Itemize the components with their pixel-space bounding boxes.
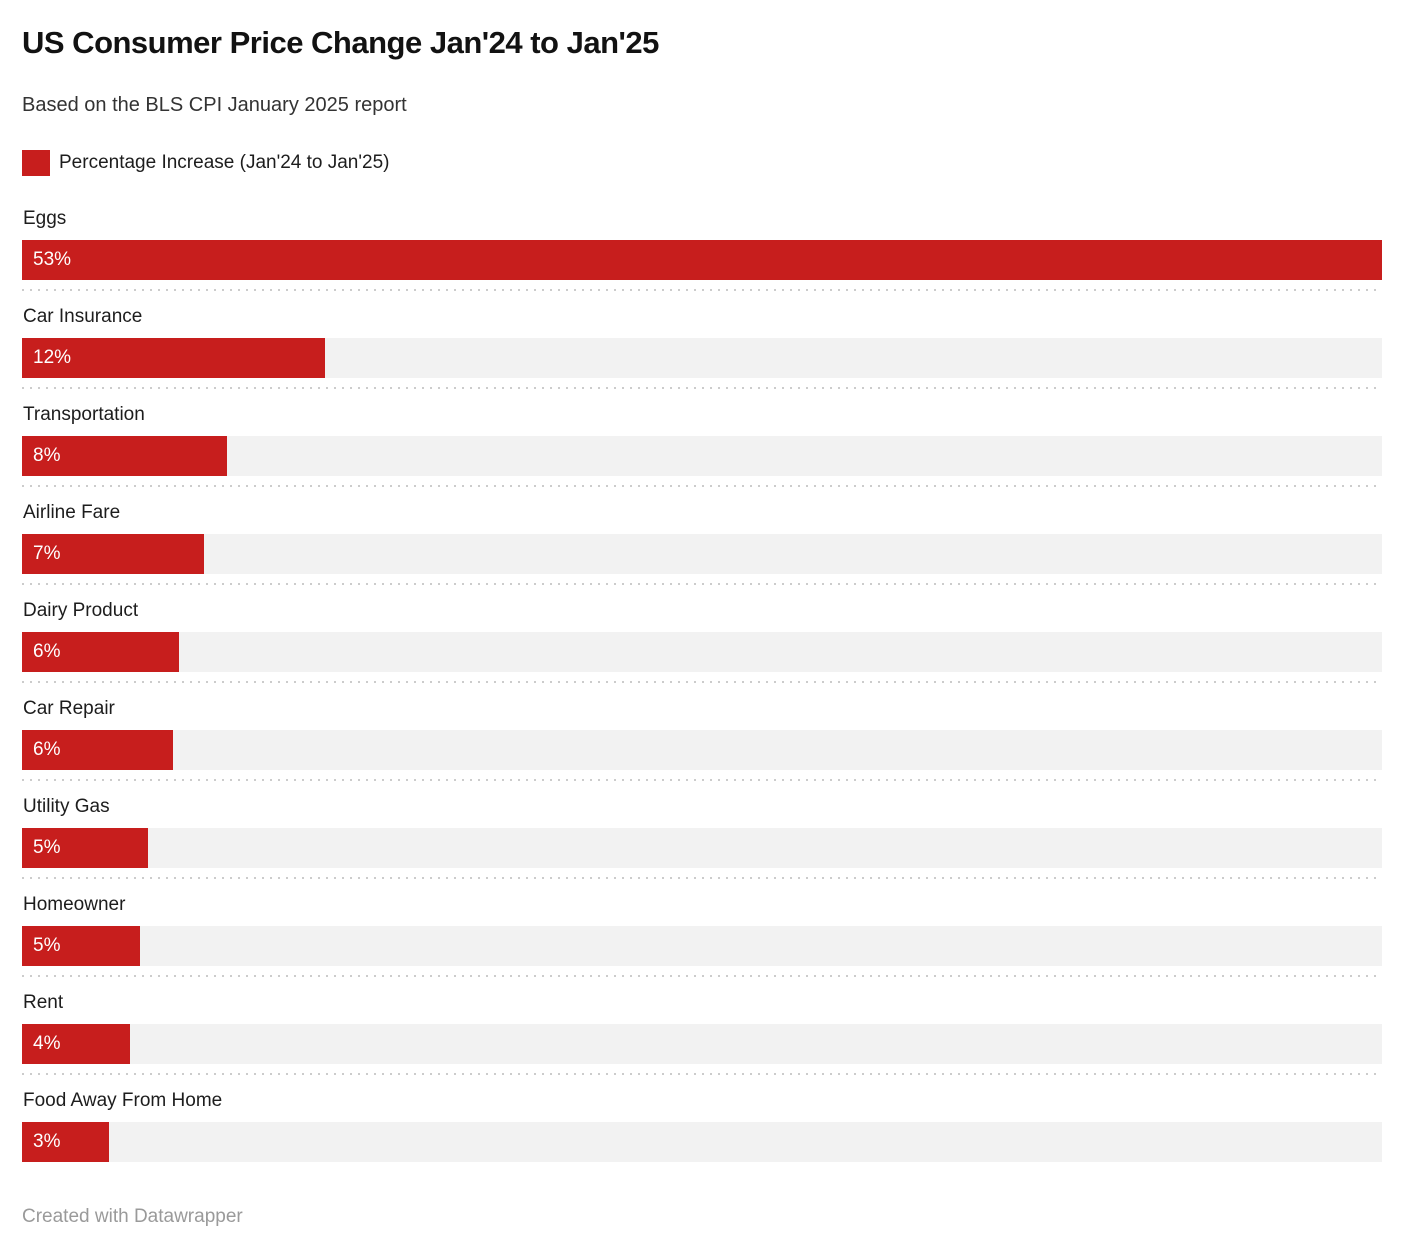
chart-row: Rent 4% <box>22 991 1382 1075</box>
bar-track: 6% <box>22 632 1382 672</box>
row-separator <box>22 1073 1382 1075</box>
bar: 4% <box>22 1024 130 1064</box>
bar: 6% <box>22 632 179 672</box>
bar-track: 4% <box>22 1024 1382 1064</box>
bar: 6% <box>22 730 174 770</box>
bar-value-label: 53% <box>33 249 72 270</box>
bar: 5% <box>22 828 148 868</box>
chart-row: Transportation 8% <box>22 403 1382 487</box>
row-separator <box>22 289 1382 291</box>
chart-row: Food Away From Home 3% <box>22 1089 1382 1162</box>
bar-track: 12% <box>22 338 1382 378</box>
bar: 12% <box>22 338 325 378</box>
category-label: Dairy Product <box>23 600 139 621</box>
bar-track: 8% <box>22 436 1382 476</box>
category-label: Car Insurance <box>23 306 143 327</box>
category-label: Rent <box>23 992 64 1013</box>
row-separator <box>22 485 1382 487</box>
bar: 5% <box>22 926 141 966</box>
bar-value-label: 5% <box>33 935 61 956</box>
row-separator <box>22 975 1382 977</box>
row-separator <box>22 387 1382 389</box>
category-label: Eggs <box>23 208 67 229</box>
category-label: Transportation <box>23 404 145 425</box>
bar-value-label: 6% <box>33 641 61 662</box>
bar: 7% <box>22 534 205 574</box>
chart-row: Car Insurance 12% <box>22 305 1382 389</box>
legend: Percentage Increase (Jan'24 to Jan'25) <box>22 149 1382 176</box>
bar-value-label: 7% <box>33 543 61 564</box>
chart-subtitle: Based on the BLS CPI January 2025 report <box>22 94 407 116</box>
bar-chart: Eggs 53% Car Insurance 12% Transportatio… <box>22 207 1382 1162</box>
legend-label: Percentage Increase (Jan'24 to Jan'25) <box>59 151 390 173</box>
row-separator <box>22 681 1382 683</box>
chart-title: US Consumer Price Change Jan'24 to Jan'2… <box>22 25 659 60</box>
row-separator <box>22 877 1382 879</box>
bar: 8% <box>22 436 228 476</box>
row-separator <box>22 583 1382 585</box>
chart-row: Utility Gas 5% <box>22 795 1382 879</box>
category-label: Food Away From Home <box>23 1090 223 1111</box>
bar-track: 53% <box>22 240 1382 280</box>
bar-track: 7% <box>22 534 1382 574</box>
bar-value-label: 4% <box>33 1033 61 1054</box>
category-label: Airline Fare <box>23 502 121 523</box>
category-label: Utility Gas <box>23 796 110 817</box>
category-label: Homeowner <box>23 894 126 915</box>
bar-track: 5% <box>22 926 1382 966</box>
bar-track: 3% <box>22 1122 1382 1162</box>
bar-value-label: 5% <box>33 837 61 858</box>
chart-row: Dairy Product 6% <box>22 599 1382 683</box>
bar-track: 6% <box>22 730 1382 770</box>
bar-value-label: 6% <box>33 739 61 760</box>
legend-swatch-icon <box>22 149 50 176</box>
bar: 53% <box>22 240 1382 280</box>
bar-value-label: 8% <box>33 445 61 466</box>
bar: 3% <box>22 1122 110 1162</box>
bar-value-label: 3% <box>33 1131 61 1152</box>
bar-value-label: 12% <box>33 347 72 368</box>
bar-track: 5% <box>22 828 1382 868</box>
chart-row: Homeowner 5% <box>22 893 1382 977</box>
row-separator <box>22 779 1382 781</box>
chart-row: Airline Fare 7% <box>22 501 1382 585</box>
datawrapper-credit[interactable]: Created with Datawrapper <box>22 1206 243 1227</box>
chart-row: Eggs 53% <box>22 207 1382 291</box>
category-label: Car Repair <box>23 698 115 719</box>
chart-row: Car Repair 6% <box>22 697 1382 781</box>
